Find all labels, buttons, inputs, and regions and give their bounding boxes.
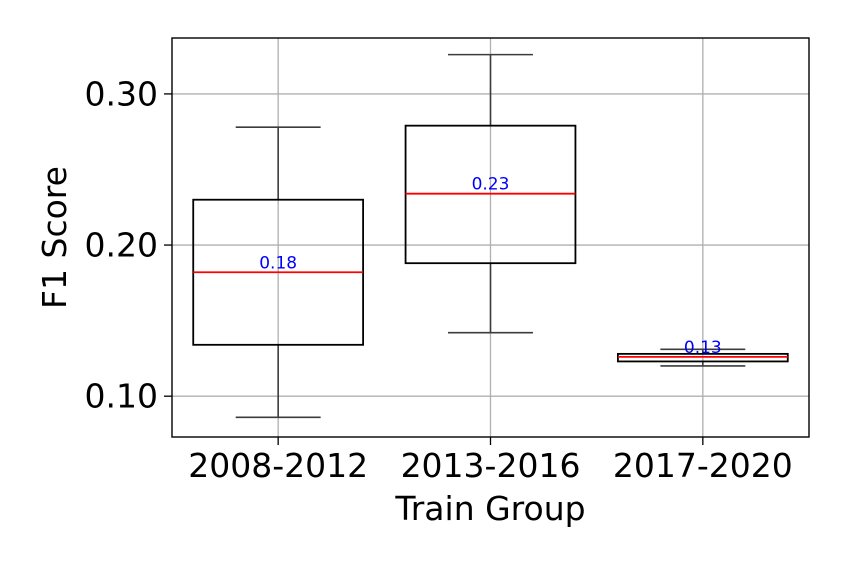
x-tick-label: 2008-2012 [188,446,368,485]
x-axis: 2008-2012 2013-2016 2017-2020 [188,437,793,485]
y-tick-label: 0.10 [85,377,158,416]
x-tick-label: 2017-2020 [613,446,793,485]
y-tick-label: 0.20 [85,226,158,265]
box-group: 0.13 [617,338,789,367]
x-tick-label: 2013-2016 [401,446,581,485]
y-axis-label: F1 Score [35,166,74,309]
x-axis-label: Train Group [394,489,585,528]
box-plot-series: 0.18 0.23 0.13 [192,53,789,419]
y-axis: 0.10 0.20 0.30 [85,74,172,416]
median-value-label: 0.23 [472,175,510,195]
y-tick-label: 0.30 [85,74,158,113]
median-value-label: 0.18 [259,253,297,273]
median-value-label: 0.13 [684,338,722,358]
box-group: 0.18 [192,126,365,419]
box-group: 0.23 [404,53,577,334]
